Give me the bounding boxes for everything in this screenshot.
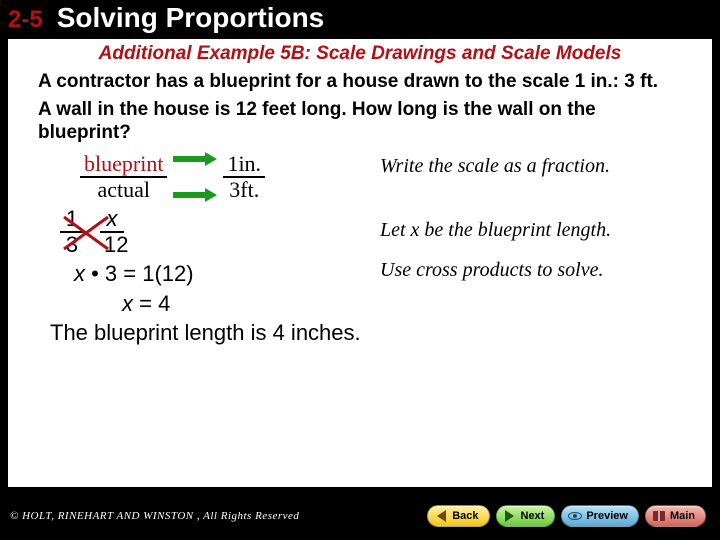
problem-question: A wall in the house is 12 feet long. How… <box>38 98 682 146</box>
problem-setup: A contractor has a blueprint for a house… <box>38 70 682 94</box>
arrow-icon <box>173 152 217 166</box>
left-bot: 3 <box>60 233 84 257</box>
left-fraction: 1 3 <box>60 207 84 257</box>
preview-eye-icon <box>568 509 582 523</box>
preview-button[interactable]: Preview <box>561 505 639 527</box>
scale-fraction-row: blueprint actual 1in. 3ft. Write the sca… <box>80 149 700 205</box>
scale-bottom: 3ft. <box>225 178 263 202</box>
arrow-block <box>173 152 217 202</box>
nav-buttons: Back Next Preview Main <box>427 505 706 527</box>
right-top: x <box>100 207 124 233</box>
explain-2: Let x be the blueprint length. <box>380 219 611 242</box>
example-title: Additional Example 5B: Scale Drawings an… <box>20 43 700 66</box>
work-area: blueprint actual 1in. 3ft. Write the sca… <box>80 149 700 346</box>
right-bot: 12 <box>100 233 124 257</box>
right-fraction: x 12 <box>100 207 124 257</box>
back-button[interactable]: Back <box>427 505 489 527</box>
actual-label: actual <box>93 178 154 202</box>
main-book-icon <box>652 509 666 523</box>
section-number: 2-5 <box>8 6 43 34</box>
back-label: Back <box>452 510 478 522</box>
step-2: x = 4 <box>122 289 700 319</box>
left-top: 1 <box>60 207 84 233</box>
conclusion: The blueprint length is 4 inches. <box>50 320 700 346</box>
blueprint-label: blueprint <box>80 152 167 178</box>
slide-header: 2-5 Solving Proportions <box>0 0 720 39</box>
next-label: Next <box>521 510 545 522</box>
copyright: © HOLT, RINEHART AND WINSTON , All Right… <box>10 510 427 522</box>
arrow-icon <box>173 188 217 202</box>
main-label: Main <box>670 510 695 522</box>
explain-3: Use cross products to solve. <box>380 259 604 282</box>
footer: © HOLT, RINEHART AND WINSTON , All Right… <box>0 492 720 540</box>
main-button[interactable]: Main <box>645 505 706 527</box>
scale-fraction: 1in. 3ft. <box>223 152 265 202</box>
slide-content: Additional Example 5B: Scale Drawings an… <box>8 39 712 487</box>
preview-label: Preview <box>586 510 628 522</box>
explain-1: Write the scale as a fraction. <box>380 155 610 178</box>
proportion-row: 1 3 x 12 Let x be the blueprint length. <box>80 205 700 259</box>
section-title: Solving Proportions <box>57 2 325 34</box>
next-button[interactable]: Next <box>496 505 556 527</box>
back-arrow-icon <box>434 509 448 523</box>
label-fraction: blueprint actual <box>80 152 167 202</box>
next-arrow-icon <box>503 509 517 523</box>
scale-top: 1in. <box>223 152 265 178</box>
